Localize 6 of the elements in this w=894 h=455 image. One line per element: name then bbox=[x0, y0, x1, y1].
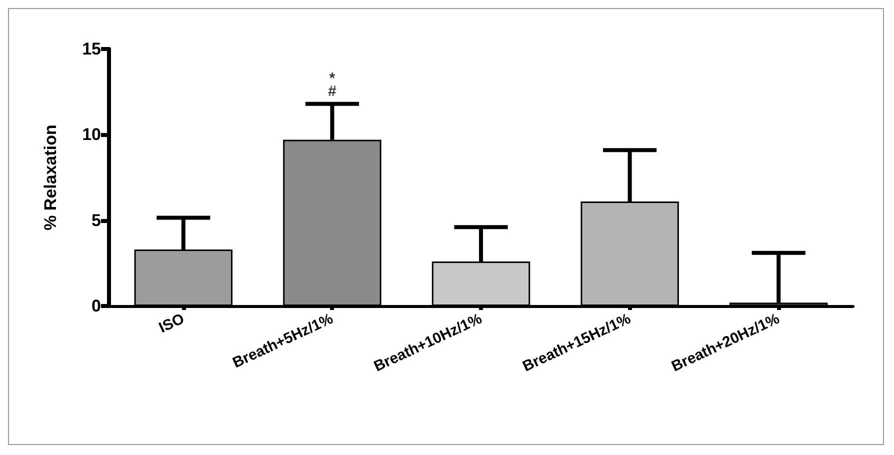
y-tick-label: 15 bbox=[82, 40, 101, 58]
x-tick-label: ISO bbox=[156, 310, 188, 337]
y-axis-title: % Relaxation bbox=[41, 124, 60, 230]
y-tick-label: 10 bbox=[82, 125, 101, 144]
y-tick-label: 0 bbox=[92, 296, 101, 316]
y-tick-label: 5 bbox=[92, 210, 101, 230]
